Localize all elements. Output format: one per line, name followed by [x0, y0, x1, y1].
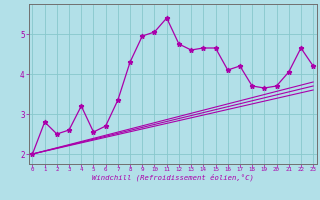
X-axis label: Windchill (Refroidissement éolien,°C): Windchill (Refroidissement éolien,°C)	[92, 174, 254, 181]
